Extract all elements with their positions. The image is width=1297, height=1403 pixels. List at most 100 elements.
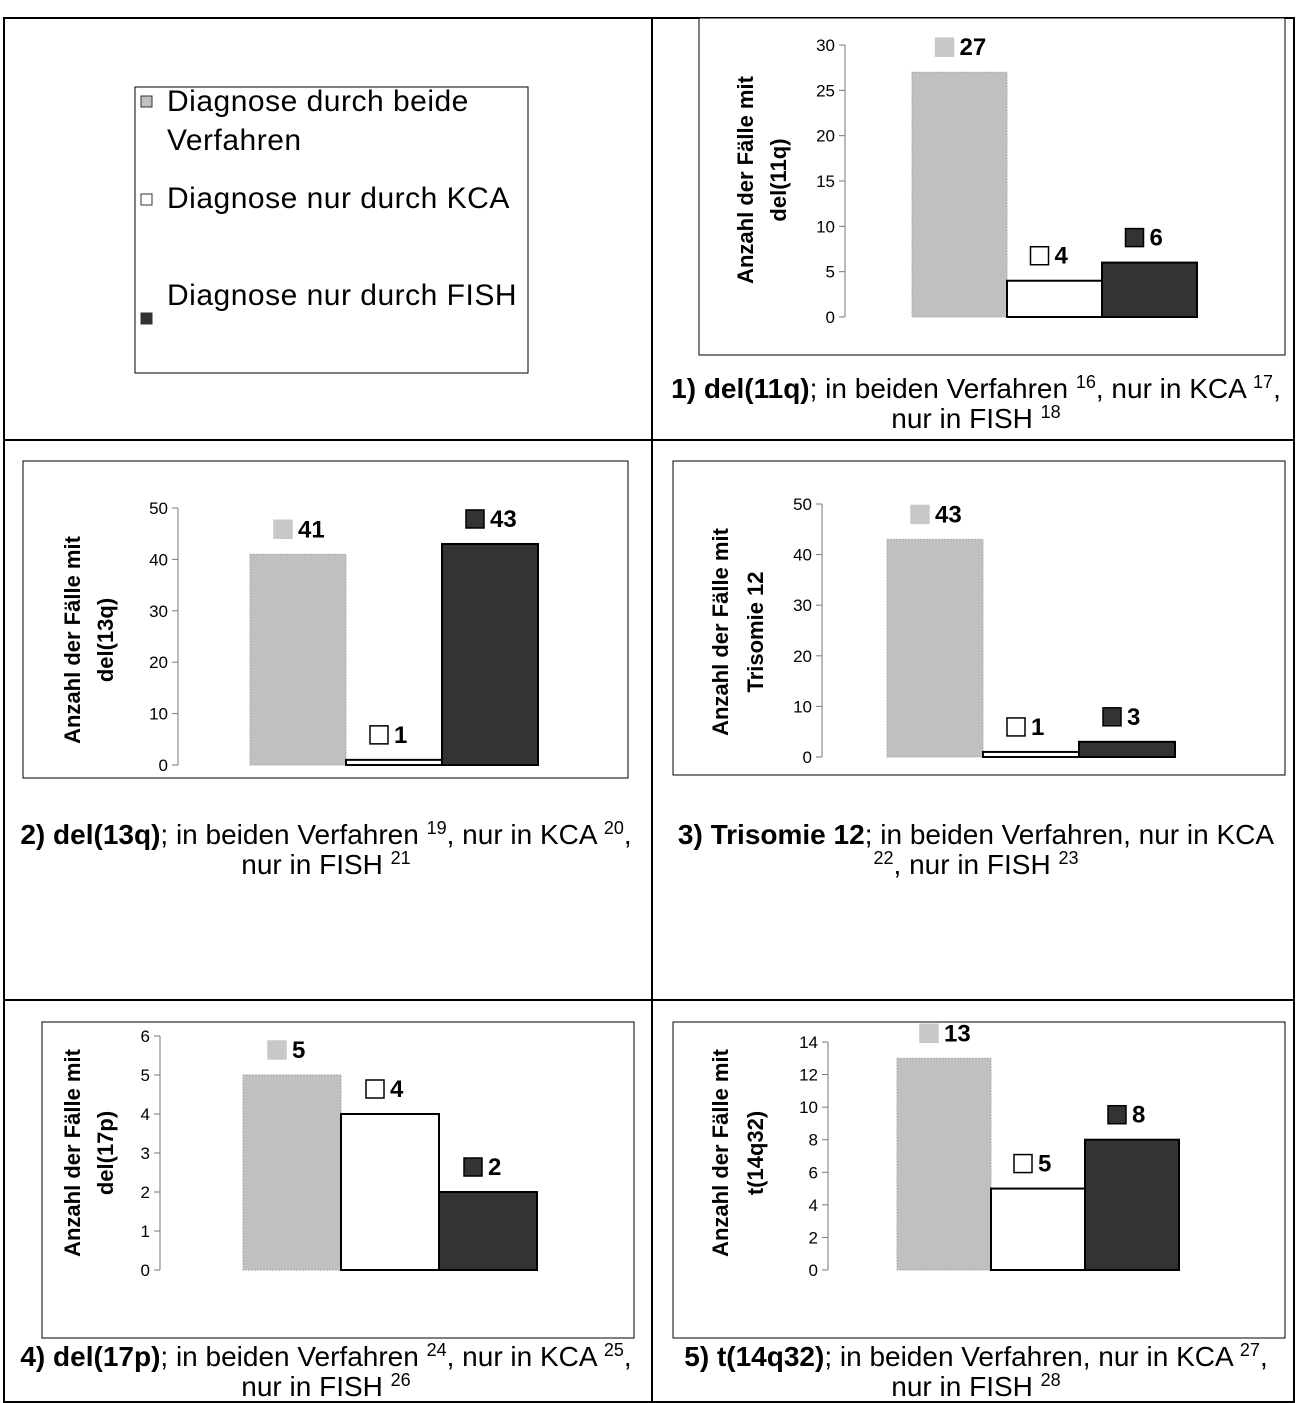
y-axis-label: del(11q) xyxy=(766,138,791,221)
y-tick-label: 3 xyxy=(141,1144,150,1163)
y-axis-label: Anzahl der Fälle mit xyxy=(60,535,85,743)
data-label: 5 xyxy=(1038,1151,1051,1178)
legend-box xyxy=(134,86,529,374)
y-axis-label: Anzahl der Fälle mit xyxy=(708,1048,733,1256)
data-label-marker xyxy=(919,1023,939,1044)
data-label-marker xyxy=(267,1040,287,1060)
legend-marker xyxy=(140,193,153,206)
caption-normal: , nur in KCA xyxy=(1095,373,1254,404)
data-label-marker xyxy=(465,509,485,529)
y-tick-label: 12 xyxy=(799,1066,818,1085)
y-tick-label: 40 xyxy=(793,546,812,565)
caption-sup: 27 xyxy=(1239,1340,1260,1360)
data-label-marker xyxy=(1029,245,1050,266)
table-border xyxy=(3,17,1295,1403)
y-tick-label: 0 xyxy=(159,756,168,775)
caption-sup: 23 xyxy=(1058,848,1079,868)
caption-normal: , nur in FISH xyxy=(891,373,1281,434)
data-label-marker xyxy=(463,1157,483,1177)
y-tick-label: 10 xyxy=(793,697,812,716)
bar xyxy=(242,1074,342,1271)
y-axis-label: del(13q) xyxy=(93,598,118,682)
data-label: 3 xyxy=(1127,704,1140,731)
caption: 2) del(13q); in beiden Verfahren 19, nur… xyxy=(11,818,641,880)
y-tick-label: 0 xyxy=(803,748,812,767)
y-tick-label: 5 xyxy=(826,263,835,282)
y-tick-label: 4 xyxy=(809,1196,818,1215)
bar xyxy=(345,758,443,766)
bar xyxy=(911,71,1008,318)
caption-bold: 5) t(14q32) xyxy=(684,1341,825,1372)
bar xyxy=(340,1113,440,1271)
y-tick-label: 0 xyxy=(826,308,835,327)
caption-normal: , nur in FISH xyxy=(241,1341,632,1402)
caption-sup: 28 xyxy=(1040,1370,1061,1390)
bar xyxy=(249,553,347,766)
y-tick-label: 1 xyxy=(141,1222,150,1241)
y-axis-label: Trisomie 12 xyxy=(743,571,768,692)
y-tick-label: 25 xyxy=(816,81,835,100)
caption-sup: 20 xyxy=(603,818,624,838)
bar xyxy=(1078,740,1176,759)
y-tick-label: 40 xyxy=(149,550,168,569)
data-label: 1 xyxy=(394,722,407,749)
caption-sup: 18 xyxy=(1040,402,1061,422)
y-tick-label: 2 xyxy=(141,1183,150,1202)
y-tick-label: 6 xyxy=(809,1163,818,1182)
caption-normal: , nur in FISH xyxy=(241,819,632,880)
y-tick-label: 30 xyxy=(149,602,168,621)
legend-marker xyxy=(140,95,153,108)
y-axis-label: del(17p) xyxy=(93,1111,118,1195)
y-tick-label: 4 xyxy=(141,1105,150,1124)
caption-sup: 16 xyxy=(1075,372,1096,392)
data-label-marker xyxy=(1124,227,1145,248)
bar xyxy=(886,538,984,758)
bar xyxy=(1006,279,1103,319)
caption: 3) Trisomie 12; in beiden Verfahren, nur… xyxy=(661,820,1291,880)
y-tick-label: 15 xyxy=(816,172,835,191)
data-label: 4 xyxy=(1055,243,1069,270)
caption-normal: ; in beiden Verfahren xyxy=(809,373,1076,404)
caption-bold: 1) del(11q) xyxy=(671,373,810,404)
caption-normal: , nur in FISH xyxy=(891,1341,1268,1402)
data-label: 2 xyxy=(488,1154,501,1181)
caption: 4) del(17p); in beiden Verfahren 24, nur… xyxy=(11,1340,641,1402)
caption-sup: 24 xyxy=(426,1340,447,1360)
data-label-marker xyxy=(1102,707,1122,727)
y-tick-label: 50 xyxy=(793,495,812,514)
caption-sup: 21 xyxy=(390,848,411,868)
legend-label: Diagnose durch beide Verfahren xyxy=(167,85,469,157)
y-axis-label: Anzahl der Fälle mit xyxy=(733,75,758,283)
data-label-marker xyxy=(1013,1153,1033,1174)
caption-normal: ; in beiden Verfahren xyxy=(160,819,427,850)
y-tick-label: 10 xyxy=(149,705,168,724)
data-label: 4 xyxy=(390,1076,404,1103)
data-label: 27 xyxy=(960,34,987,61)
caption-sup: 22 xyxy=(873,848,894,868)
y-tick-label: 0 xyxy=(809,1261,818,1280)
y-tick-label: 6 xyxy=(141,1027,150,1046)
y-tick-label: 20 xyxy=(793,647,812,666)
caption-normal: , nur in KCA xyxy=(446,819,604,850)
caption-sup: 26 xyxy=(390,1370,411,1390)
legend-marker xyxy=(140,312,153,325)
y-tick-label: 20 xyxy=(149,653,168,672)
y-axis-label: t(14q32) xyxy=(743,1111,768,1195)
caption-bold: 3) Trisomie 12 xyxy=(677,819,865,850)
caption: 1) del(11q); in beiden Verfahren 16, nur… xyxy=(661,372,1291,434)
data-label: 41 xyxy=(298,516,325,543)
caption-sup: 19 xyxy=(426,818,447,838)
caption: 5) t(14q32); in beiden Verfahren, nur in… xyxy=(661,1340,1291,1402)
bar xyxy=(1101,261,1198,319)
y-tick-label: 0 xyxy=(141,1261,150,1280)
caption-normal: , nur in KCA xyxy=(446,1341,604,1372)
data-label-marker xyxy=(273,519,293,540)
data-label: 6 xyxy=(1150,225,1163,252)
data-label: 43 xyxy=(935,501,962,528)
table-grid xyxy=(3,17,1295,1403)
legend-label: Diagnose nur durch FISH xyxy=(167,279,517,312)
data-label-marker xyxy=(934,37,955,57)
y-tick-label: 10 xyxy=(799,1098,818,1117)
